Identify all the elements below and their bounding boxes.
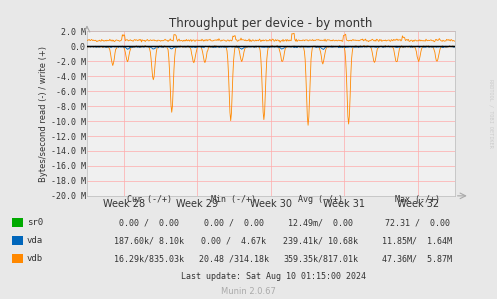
- Text: 0.00 /  4.67k: 0.00 / 4.67k: [201, 236, 266, 245]
- Text: 11.85M/  1.64M: 11.85M/ 1.64M: [383, 236, 452, 245]
- Text: 20.48 /314.18k: 20.48 /314.18k: [199, 254, 268, 263]
- Text: 239.41k/ 10.68k: 239.41k/ 10.68k: [283, 236, 358, 245]
- Text: Last update: Sat Aug 10 01:15:00 2024: Last update: Sat Aug 10 01:15:00 2024: [181, 272, 366, 281]
- Text: vda: vda: [27, 236, 43, 245]
- Text: 359.35k/817.01k: 359.35k/817.01k: [283, 254, 358, 263]
- Text: 47.36M/  5.87M: 47.36M/ 5.87M: [383, 254, 452, 263]
- Text: Avg (-/+): Avg (-/+): [298, 195, 343, 204]
- Text: Munin 2.0.67: Munin 2.0.67: [221, 287, 276, 296]
- Text: vdb: vdb: [27, 254, 43, 263]
- Text: sr0: sr0: [27, 218, 43, 227]
- Title: Throughput per device - by month: Throughput per device - by month: [169, 17, 373, 30]
- Text: 187.60k/ 8.10k: 187.60k/ 8.10k: [114, 236, 184, 245]
- Text: 0.00 /  0.00: 0.00 / 0.00: [119, 218, 179, 227]
- Text: Cur (-/+): Cur (-/+): [127, 195, 171, 204]
- Text: 12.49m/  0.00: 12.49m/ 0.00: [288, 218, 353, 227]
- Text: Min (-/+): Min (-/+): [211, 195, 256, 204]
- Text: RRDTOOL / TOBI OETIKER: RRDTOOL / TOBI OETIKER: [488, 79, 493, 148]
- Text: 0.00 /  0.00: 0.00 / 0.00: [204, 218, 263, 227]
- Text: 16.29k/835.03k: 16.29k/835.03k: [114, 254, 184, 263]
- Text: 72.31 /  0.00: 72.31 / 0.00: [385, 218, 450, 227]
- Y-axis label: Bytes/second read (-) / write (+): Bytes/second read (-) / write (+): [39, 46, 48, 181]
- Text: Max (-/+): Max (-/+): [395, 195, 440, 204]
